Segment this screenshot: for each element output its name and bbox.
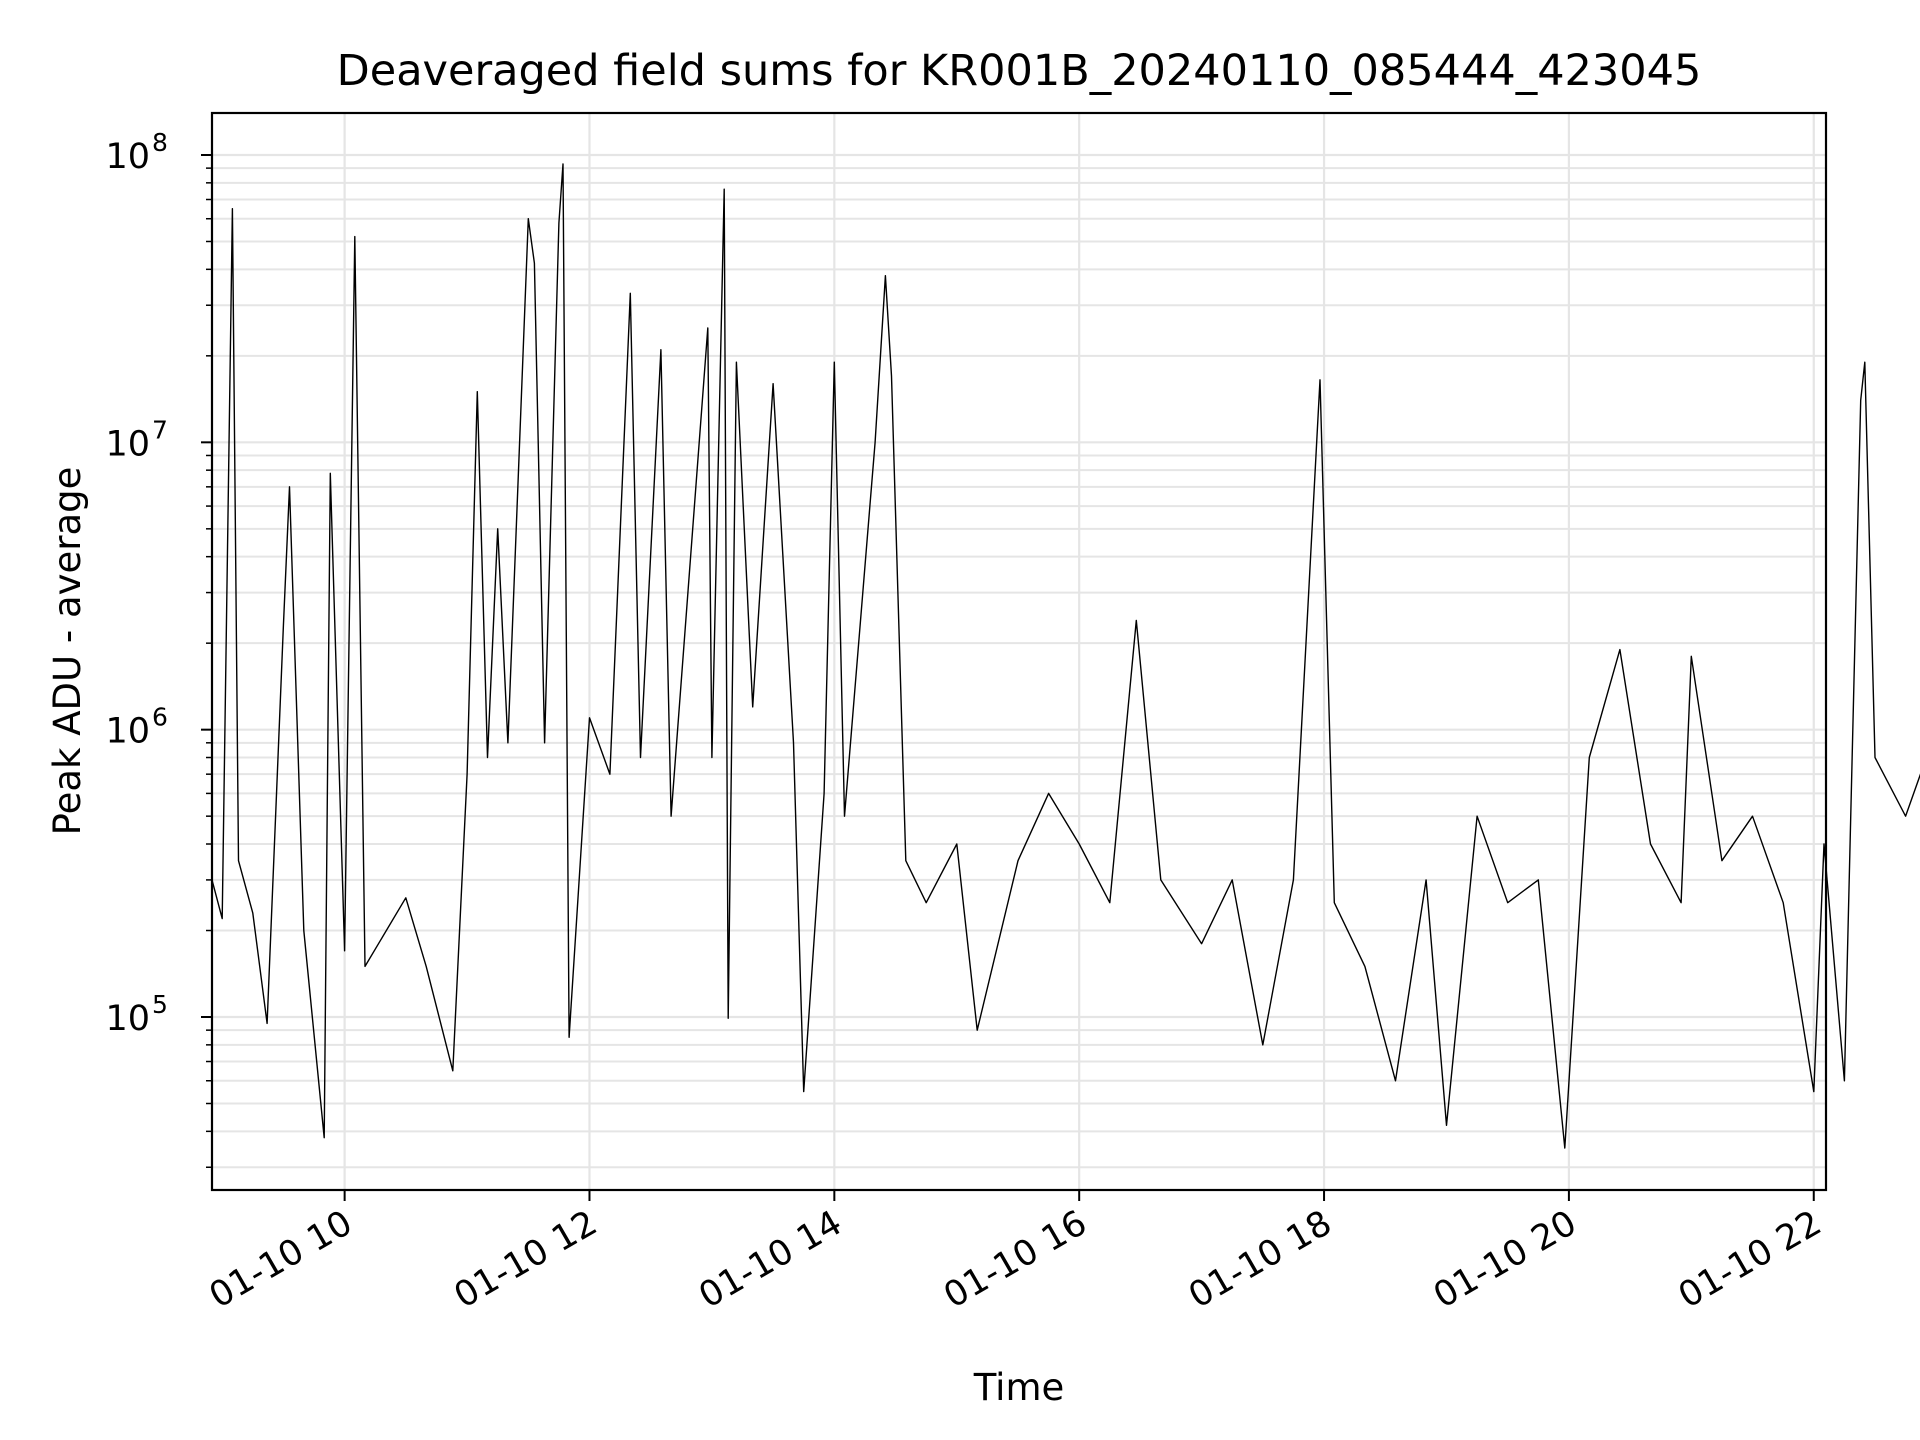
plot-area [211,163,1920,1149]
y-tick-label: 10 [105,424,150,464]
y-tick-label: 10 [105,137,150,177]
chart-title: Deaveraged field sums for KR001B_2024011… [337,46,1702,96]
y-tick-exponent: 5 [152,990,168,1019]
y-tick-exponent: 6 [152,703,168,732]
y-tick-exponent: 7 [152,415,168,444]
grid [212,113,1826,1190]
plot-frame [210,111,1828,1192]
y-tick-exponent: 8 [152,128,168,157]
data-series-line [211,163,1920,1149]
y-tick-label: 10 [105,999,150,1039]
y-tick-label: 10 [105,712,150,752]
x-axis-label: Time [973,1366,1065,1409]
y-axis-label: Peak ADU - average [46,467,89,836]
